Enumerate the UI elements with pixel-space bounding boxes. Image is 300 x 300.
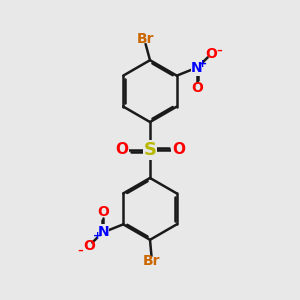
Text: Br: Br: [143, 254, 160, 268]
Text: -: -: [217, 41, 222, 59]
Text: O: O: [115, 142, 128, 158]
Text: N: N: [191, 61, 202, 75]
Text: O: O: [191, 81, 203, 95]
Text: O: O: [83, 238, 95, 253]
Text: Br: Br: [137, 32, 154, 46]
Text: O: O: [172, 142, 185, 158]
Text: +: +: [198, 59, 207, 70]
Text: +: +: [93, 230, 102, 241]
Text: N: N: [98, 225, 109, 239]
Text: O: O: [97, 205, 109, 219]
Text: -: -: [78, 241, 83, 259]
Text: S: S: [143, 141, 157, 159]
Text: O: O: [205, 47, 217, 61]
